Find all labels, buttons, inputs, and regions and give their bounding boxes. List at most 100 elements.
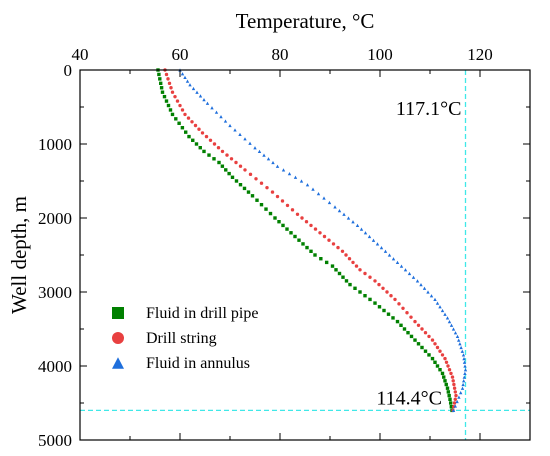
data-point: [191, 138, 195, 142]
data-point: [462, 356, 466, 361]
data-point: [169, 86, 173, 90]
data-point: [207, 153, 211, 157]
data-point: [318, 231, 322, 235]
data-point: [391, 257, 396, 261]
x-tick-label: 120: [467, 45, 493, 64]
data-point: [422, 286, 427, 290]
data-point: [438, 305, 442, 309]
data-point: [377, 282, 381, 287]
annotations: 117.1°C 114.4°C: [376, 98, 461, 409]
data-point: [397, 302, 401, 306]
data-point: [403, 268, 408, 272]
data-point: [423, 331, 428, 335]
y-axis-title: Well depth, m: [7, 196, 31, 314]
data-point: [450, 375, 455, 379]
y-tick-label: 0: [64, 61, 73, 80]
data-point: [368, 297, 372, 302]
data-point: [248, 172, 253, 177]
data-point: [313, 253, 317, 257]
data-point: [447, 319, 452, 324]
data-point: [462, 379, 466, 383]
legend-label: Drill string: [146, 330, 217, 347]
data-point: [174, 117, 178, 121]
data-point: [234, 160, 238, 165]
data-point: [430, 356, 435, 361]
data-point: [453, 390, 457, 394]
data-point: [459, 391, 463, 395]
data-point: [233, 128, 237, 132]
annotation-label: 117.1°C: [396, 98, 462, 120]
data-point: [368, 275, 372, 279]
data-point: [443, 379, 447, 383]
data-point: [290, 208, 295, 212]
data-point: [242, 186, 247, 191]
data-point: [304, 220, 309, 224]
data-point: [463, 368, 468, 372]
data-point: [429, 294, 434, 298]
data-point: [416, 323, 421, 327]
data-point: [313, 227, 318, 231]
data-point: [433, 297, 437, 302]
data-point: [402, 327, 407, 331]
data-point: [426, 290, 430, 294]
data-point: [427, 353, 431, 357]
x-tick-label: 80: [272, 45, 289, 64]
data-point: [168, 108, 173, 112]
data-point: [382, 308, 386, 313]
data-point: [331, 242, 336, 246]
data-point: [210, 106, 214, 110]
x-tick-label: 100: [367, 45, 393, 64]
data-point: [453, 331, 458, 335]
data-point: [293, 234, 297, 239]
data-point: [275, 194, 280, 199]
data-point: [324, 260, 329, 265]
data-point: [447, 368, 452, 372]
data-point: [449, 323, 454, 327]
y-tick-label: 2000: [38, 209, 72, 228]
data-point: [375, 242, 380, 246]
data-point: [227, 171, 231, 176]
data-point: [363, 231, 368, 235]
data-point: [277, 220, 281, 224]
data-point: [462, 375, 466, 379]
data-point: [448, 401, 453, 405]
data-point: [327, 238, 331, 242]
data-point: [460, 349, 464, 353]
series-square: [156, 68, 454, 413]
data-point: [430, 338, 435, 342]
data-point: [442, 375, 446, 379]
data-point: [452, 382, 456, 387]
data-point: [385, 290, 389, 294]
data-point: [433, 360, 437, 364]
data-point: [363, 271, 367, 276]
data-point: [446, 364, 450, 368]
data-point: [195, 90, 199, 94]
data-point: [358, 268, 362, 272]
data-point: [159, 81, 163, 86]
data-point: [344, 279, 349, 283]
data-point: [457, 395, 461, 399]
data-point: [463, 364, 467, 368]
data-point: [451, 408, 456, 413]
data-point: [280, 199, 285, 203]
data-point: [170, 90, 175, 94]
data-point: [455, 334, 460, 339]
data-point: [175, 99, 180, 103]
data-point: [461, 382, 465, 387]
data-point: [204, 134, 209, 139]
data-point: [355, 223, 360, 228]
data-point: [257, 149, 262, 154]
data-point: [264, 207, 268, 211]
data-point: [401, 306, 405, 310]
data-point: [330, 264, 335, 268]
data-point: [216, 146, 221, 150]
data-point: [458, 342, 462, 346]
data-point: [455, 399, 459, 404]
data-point: [406, 331, 410, 335]
data-point: [205, 101, 210, 105]
data-point: [275, 164, 280, 168]
data-point: [416, 342, 421, 346]
data-point: [336, 245, 340, 250]
data-point: [285, 203, 290, 208]
legend: Fluid in drill pipe Drill string Fluid in …: [112, 305, 258, 372]
